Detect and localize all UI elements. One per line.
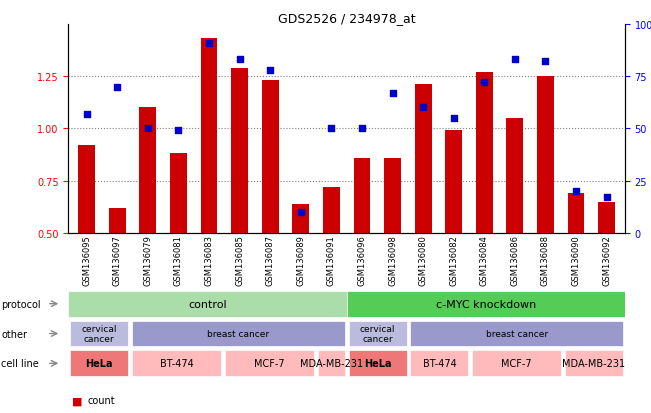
Point [173, 128, 184, 135]
Point [449, 115, 459, 122]
Bar [410, 321, 623, 347]
Bar [410, 351, 469, 376]
Text: HeLa: HeLa [85, 358, 113, 368]
Bar [353, 158, 370, 337]
Point [510, 57, 520, 64]
Point [265, 67, 275, 74]
Text: ■: ■ [72, 395, 82, 405]
Text: protocol: protocol [1, 299, 41, 309]
Bar [346, 291, 625, 317]
Text: HeLa: HeLa [364, 358, 391, 368]
Bar [292, 204, 309, 337]
Point [540, 59, 551, 66]
Text: cervical
cancer: cervical cancer [360, 324, 395, 343]
Bar [568, 194, 585, 337]
Bar [348, 351, 407, 376]
Point [479, 80, 490, 86]
Bar [565, 351, 623, 376]
Bar [139, 108, 156, 337]
Text: MDA-MB-231: MDA-MB-231 [562, 358, 626, 368]
Point [112, 84, 122, 91]
Bar [323, 188, 340, 337]
Text: control: control [188, 299, 227, 309]
Bar [415, 85, 432, 337]
Bar [318, 351, 345, 376]
Text: c-MYC knockdown: c-MYC knockdown [436, 299, 536, 309]
Text: BT-474: BT-474 [422, 358, 456, 368]
Text: cell line: cell line [1, 358, 39, 368]
Bar [201, 39, 217, 337]
Bar [68, 291, 346, 317]
Point [418, 105, 428, 112]
Bar [472, 351, 561, 376]
Bar [225, 351, 314, 376]
Bar [231, 69, 248, 337]
Bar [70, 321, 128, 347]
Point [204, 40, 214, 47]
Text: cervical
cancer: cervical cancer [81, 324, 117, 343]
Point [143, 126, 153, 132]
Bar [445, 131, 462, 337]
Bar [476, 73, 493, 337]
Point [571, 188, 581, 195]
Point [387, 90, 398, 97]
Text: ■: ■ [72, 412, 82, 413]
Point [326, 126, 337, 132]
Text: count: count [88, 395, 115, 405]
Text: breast cancer: breast cancer [486, 329, 547, 338]
Text: GDS2526 / 234978_at: GDS2526 / 234978_at [278, 12, 415, 25]
Bar [384, 158, 401, 337]
Bar [109, 208, 126, 337]
Point [602, 195, 612, 201]
Point [357, 126, 367, 132]
Text: breast cancer: breast cancer [208, 329, 270, 338]
Text: MCF-7: MCF-7 [254, 358, 284, 368]
Bar [70, 351, 128, 376]
Bar [170, 154, 187, 337]
Text: percentile rank within the sample: percentile rank within the sample [88, 412, 253, 413]
Bar [598, 202, 615, 337]
Bar [132, 321, 345, 347]
Bar [78, 146, 95, 337]
Text: MCF-7: MCF-7 [501, 358, 532, 368]
Point [234, 57, 245, 64]
Point [81, 111, 92, 118]
Bar [262, 81, 279, 337]
Text: other: other [1, 329, 27, 339]
Point [296, 209, 306, 216]
Bar [537, 77, 554, 337]
Bar [506, 119, 523, 337]
Bar [132, 351, 221, 376]
Bar [348, 321, 407, 347]
Text: BT-474: BT-474 [159, 358, 193, 368]
Text: MDA-MB-231: MDA-MB-231 [299, 358, 363, 368]
